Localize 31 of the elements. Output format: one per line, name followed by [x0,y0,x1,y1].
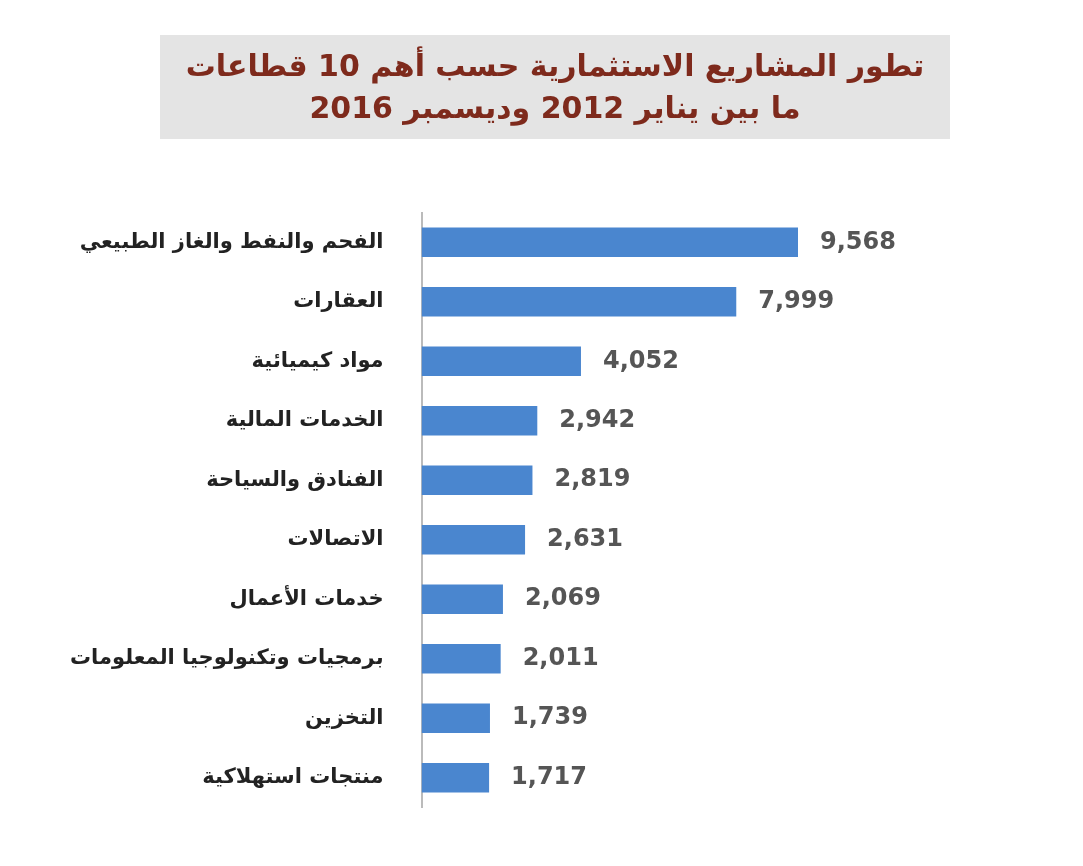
y-tick-label: العقارات [293,288,384,313]
data-label: 9,568 [820,226,896,255]
y-tick-label: الفحم والنفط والغاز الطبيعي [79,228,384,253]
chart-title: تطور المشاريع الاستثمارية حسب أهم 10 قطاعات ما بين يناير 2012 وديسمبر 2016 [160,35,950,139]
bar [421,406,538,436]
y-tick-label: منتجات استهلاكية [202,764,384,789]
bar [421,524,526,555]
data-label: 2,942 [559,405,636,434]
bar [421,465,533,496]
bar [421,227,798,258]
bar [421,346,581,377]
data-label: 1,717 [511,761,588,790]
y-tick-label: الفنادق والسياحة [206,466,384,491]
data-label: 4,052 [602,345,679,374]
data-label: 7,999 [758,286,835,315]
bar [421,762,490,793]
bar [421,703,490,733]
y-tick-label: الاتصالات [287,526,384,551]
data-label: 2,631 [547,523,623,552]
data-label: 2,069 [524,583,601,612]
bar [421,643,501,674]
data-label: 1,739 [511,702,588,731]
y-tick-label: برمجيات وتكنولوجيا المعلومات [70,645,384,670]
y-tick-label: التخزين [304,704,384,729]
y-tick-label: مواد كيميائية [251,347,384,372]
bar [421,287,737,317]
data-label: 2,011 [522,642,599,671]
data-label: 2,819 [554,464,631,493]
bar [421,584,503,614]
y-tick-label: الخدمات المالية [225,407,384,432]
y-tick-label: خدمات الأعمال [229,583,384,610]
